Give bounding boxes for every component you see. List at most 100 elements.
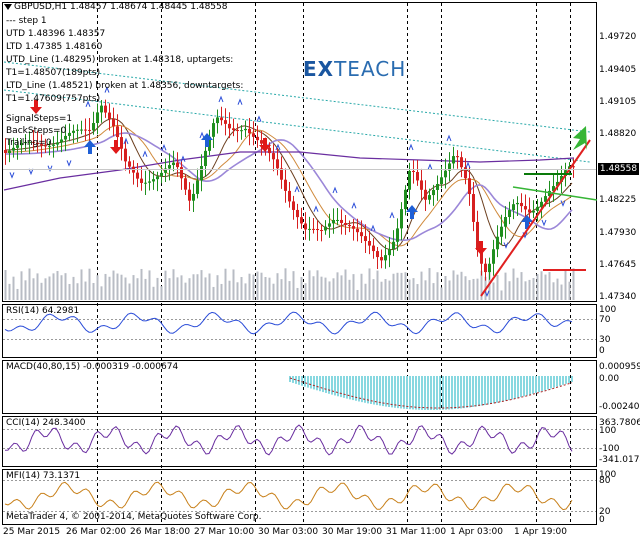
candle-body [120, 137, 123, 149]
candle-body [116, 126, 119, 138]
overlay-ltd-line: LTD_Line (1.48521) broken at 1.48356, do… [6, 81, 244, 91]
candle-body [312, 228, 315, 230]
overlay-back-steps: BackSteps=0 [6, 126, 67, 136]
time-tick: 26 Mar 18:00 [130, 527, 191, 537]
candle-body [392, 241, 395, 249]
rsi-label: RSI(14) 64.2981 [6, 306, 80, 316]
symbol-title: GBPUSD,H1 1.48457 1.48674 1.48445 1.4855… [14, 2, 228, 12]
macd-level: 0.000959 [599, 362, 640, 372]
candle-body [4, 150, 7, 154]
candle-body [412, 170, 415, 173]
candle-body [432, 189, 435, 196]
candle-body [360, 232, 363, 237]
time-tick: 30 Mar 19:00 [322, 527, 383, 537]
moving-averages [3, 118, 575, 251]
candle-body [500, 226, 503, 237]
candle-body [248, 128, 251, 134]
ma-fast-line [4, 118, 573, 251]
candle-body [160, 172, 163, 177]
candle-body [172, 162, 175, 166]
fractal-up-icon [370, 224, 376, 232]
fractal-down-icon [541, 219, 547, 227]
candle-body [436, 183, 439, 190]
current-price-label: 1.48558 [598, 163, 639, 175]
time-tick: 1 Apr 03:00 [450, 527, 503, 537]
rsi-level: 70 [599, 315, 611, 325]
fractal-down-icon [28, 168, 34, 176]
candle-body [376, 251, 379, 258]
candle-body [340, 219, 343, 223]
channel-lower-line [3, 89, 591, 163]
overlay-ltd: LTD 1.47385 1.48160 [6, 42, 103, 52]
candle-body [440, 177, 443, 184]
candle-body [108, 112, 111, 119]
candle-body [260, 140, 263, 144]
candle-body [480, 249, 483, 264]
candle-body [136, 172, 139, 179]
candle-body [328, 223, 331, 227]
candle-body [196, 180, 199, 194]
fractal-up-icon [313, 205, 319, 212]
fractal-up-icon [104, 86, 110, 93]
buy-arrow-icon [201, 133, 213, 147]
candle-body [24, 141, 27, 144]
macd-level: -0.002403 [599, 402, 640, 412]
collapse-triangle-icon[interactable] [4, 4, 12, 10]
fractal-up-icon [465, 161, 471, 169]
candle-body [32, 141, 35, 143]
candle-body [184, 178, 187, 190]
cci-label: CCI(14) 248.3400 [6, 418, 86, 428]
trend-line-green[interactable] [512, 186, 598, 201]
candle-body [156, 176, 159, 180]
mfi-level: 100 [599, 470, 617, 480]
price-tick: 1.47340 [599, 292, 637, 302]
candle-body [404, 189, 407, 210]
candle-body [400, 209, 403, 229]
mfi-level: 80 [599, 476, 611, 486]
candle-body [416, 172, 419, 181]
candle-body [220, 117, 223, 121]
candle-body [168, 165, 171, 169]
time-tick: 31 Mar 11:00 [386, 527, 447, 537]
rsi-level: 30 [599, 335, 611, 345]
candle-body [352, 226, 355, 229]
rsi-line [4, 311, 573, 335]
time-tick: 1 Apr 19:00 [514, 527, 567, 537]
candle-body [72, 130, 75, 133]
candle-body [252, 133, 255, 137]
candle-body [192, 193, 195, 201]
candle-body [148, 181, 151, 183]
candle-body [544, 196, 547, 202]
candle-body [464, 167, 467, 179]
fractal-down-icon [560, 200, 566, 207]
candle-body [552, 186, 555, 191]
candle-body [128, 161, 131, 167]
trend-line-red[interactable] [480, 139, 591, 297]
fractal-up-icon [256, 115, 262, 122]
candle-body [528, 209, 531, 213]
candle-body [228, 123, 231, 129]
cci-level: -341.0174 [599, 455, 640, 465]
candle-body [296, 209, 299, 218]
candle-body [292, 201, 295, 210]
overlay-utd: UTD 1.48396 1.48357 [6, 29, 106, 39]
candle-body [268, 147, 271, 154]
candle-body [44, 145, 47, 147]
candle-body [256, 136, 259, 141]
buy-arrow-icon [406, 205, 418, 219]
sell-arrow-icon [259, 138, 271, 152]
overlay-signal-steps: SignalSteps=1 [6, 114, 73, 124]
candle-body [232, 128, 235, 131]
rsi-panel[interactable] [2, 304, 597, 358]
price-tick: 1.49720 [599, 32, 637, 42]
fractal-up-icon [351, 201, 357, 209]
fractal-up-icon [332, 186, 338, 194]
ma-long-line [3, 151, 575, 191]
rsi-level: 100 [599, 305, 617, 315]
overlay-uptarget: T1=1.48507(189pts) [6, 68, 101, 78]
candle-body [520, 202, 523, 207]
candle-body [100, 105, 103, 113]
candle-body [512, 204, 515, 211]
candle-body [236, 130, 239, 132]
